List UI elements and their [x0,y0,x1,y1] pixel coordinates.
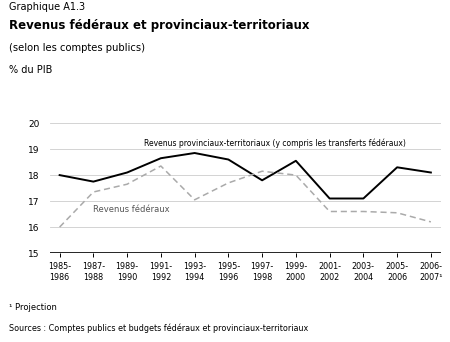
Text: Sources : Comptes publics et budgets fédéraux et provinciaux-territoriaux: Sources : Comptes publics et budgets féd… [9,323,308,333]
Text: Revenus fédéraux: Revenus fédéraux [94,205,170,214]
Text: Revenus provinciaux-territoriaux (y compris les transferts fédéraux): Revenus provinciaux-territoriaux (y comp… [144,138,406,148]
Text: % du PIB: % du PIB [9,65,52,75]
Text: ¹ Projection: ¹ Projection [9,303,57,312]
Text: Graphique A1.3: Graphique A1.3 [9,2,85,12]
Text: Revenus fédéraux et provinciaux-territoriaux: Revenus fédéraux et provinciaux-territor… [9,19,310,32]
Text: (selon les comptes publics): (selon les comptes publics) [9,43,145,53]
